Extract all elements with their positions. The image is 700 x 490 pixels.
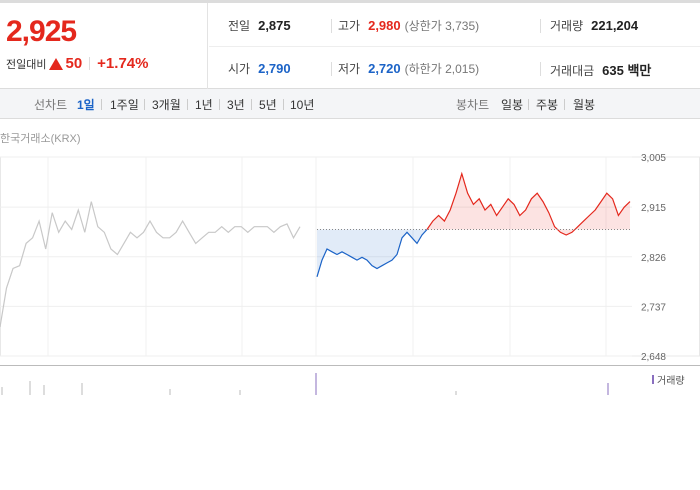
row-divider — [209, 46, 700, 47]
y-axis-labels: 3,005 2,915 2,826 2,737 2,648 — [641, 153, 666, 363]
line-chart-label: 선차트 — [34, 98, 68, 112]
y-tick-label: 2,826 — [641, 253, 666, 264]
divider — [331, 19, 332, 33]
quote-header: 2,925 전일대비 50 +1.74% 전일 2,875 고가 2,980 (… — [0, 0, 700, 89]
divider — [564, 99, 565, 110]
divider — [540, 19, 541, 33]
tab-monthly-candle[interactable]: 월봉 — [573, 98, 596, 112]
tab-3m[interactable]: 3개월 — [152, 98, 181, 112]
chart-grid — [0, 156, 700, 366]
y-tick-label: 2,648 — [641, 352, 666, 363]
divider — [219, 99, 220, 110]
candle-chart-label: 봉차트 — [456, 98, 490, 112]
divider — [283, 99, 284, 110]
y-tick-label: 2,737 — [641, 302, 666, 313]
tab-1w[interactable]: 1주일 — [110, 98, 139, 112]
stat-sub: (상한가 3,735) — [404, 19, 480, 33]
stat-high: 고가 2,980 (상한가 3,735) — [338, 17, 479, 34]
chart-tabs: 선차트 1일 1주일 3개월 1년 3년 5년 10년 봉차트 일봉 주봉 월봉 — [0, 89, 700, 119]
y-tick-label: 3,005 — [641, 153, 666, 164]
up-triangle-icon — [49, 57, 64, 70]
stat-trade-value: 거래대금 635 백만 — [550, 60, 651, 79]
stat-value: 221,204 — [591, 18, 639, 33]
tab-3y[interactable]: 3년 — [227, 98, 245, 112]
data-source: 한국거래소(KRX) — [0, 133, 81, 145]
divider — [331, 62, 332, 76]
stat-value: 2,720 — [368, 61, 401, 76]
stat-low: 저가 2,720 (하한가 2,015) — [338, 60, 479, 77]
change-row: 전일대비 50 +1.74% — [6, 55, 148, 72]
series-line — [0, 201, 301, 328]
divider — [251, 99, 252, 110]
current-price: 2,925 — [6, 15, 77, 48]
stat-volume: 거래량 221,204 — [550, 17, 638, 34]
series-line — [426, 171, 631, 236]
series-area — [427, 173, 630, 235]
stat-label: 전일 — [228, 19, 251, 33]
series-line — [316, 229, 428, 277]
volume-bars — [1, 373, 609, 395]
price-summary: 2,925 전일대비 50 +1.74% — [0, 3, 208, 89]
tab-weekly-candle[interactable]: 주봉 — [536, 98, 559, 112]
volume-legend: 거래량 — [652, 372, 685, 387]
stat-label: 거래량 — [550, 19, 584, 33]
change-label: 전일대비 — [6, 58, 47, 71]
tab-10y[interactable]: 10년 — [290, 98, 315, 112]
stat-sub: (하한가 2,015) — [404, 62, 480, 76]
stat-value: 2,875 — [258, 18, 291, 33]
series-area — [317, 229, 427, 277]
tab-1d[interactable]: 1일 — [77, 98, 95, 112]
volume-legend-swatch — [652, 375, 654, 384]
stat-label: 거래대금 — [550, 64, 595, 78]
change-percent: +1.74% — [97, 55, 149, 72]
divider — [89, 57, 91, 70]
stat-label: 고가 — [338, 19, 361, 33]
tab-5y[interactable]: 5년 — [259, 98, 277, 112]
y-tick-label: 2,915 — [641, 203, 666, 214]
stat-prev-close: 전일 2,875 — [228, 17, 291, 34]
stat-open: 시가 2,790 — [228, 60, 291, 77]
volume-legend-label: 거래량 — [657, 376, 685, 387]
stat-value: 635 백만 — [602, 63, 652, 78]
divider — [528, 99, 529, 110]
tab-1y[interactable]: 1년 — [195, 98, 213, 112]
change-amount: 50 — [65, 55, 83, 72]
tab-daily-candle[interactable]: 일봉 — [501, 98, 524, 112]
divider — [187, 99, 188, 110]
stat-label: 저가 — [338, 62, 361, 76]
stat-value: 2,790 — [258, 61, 291, 76]
stat-value: 2,980 — [368, 18, 401, 33]
chart-marks — [0, 171, 632, 328]
divider — [540, 62, 541, 76]
stat-label: 시가 — [228, 62, 251, 76]
divider — [144, 99, 145, 110]
divider — [101, 99, 102, 110]
